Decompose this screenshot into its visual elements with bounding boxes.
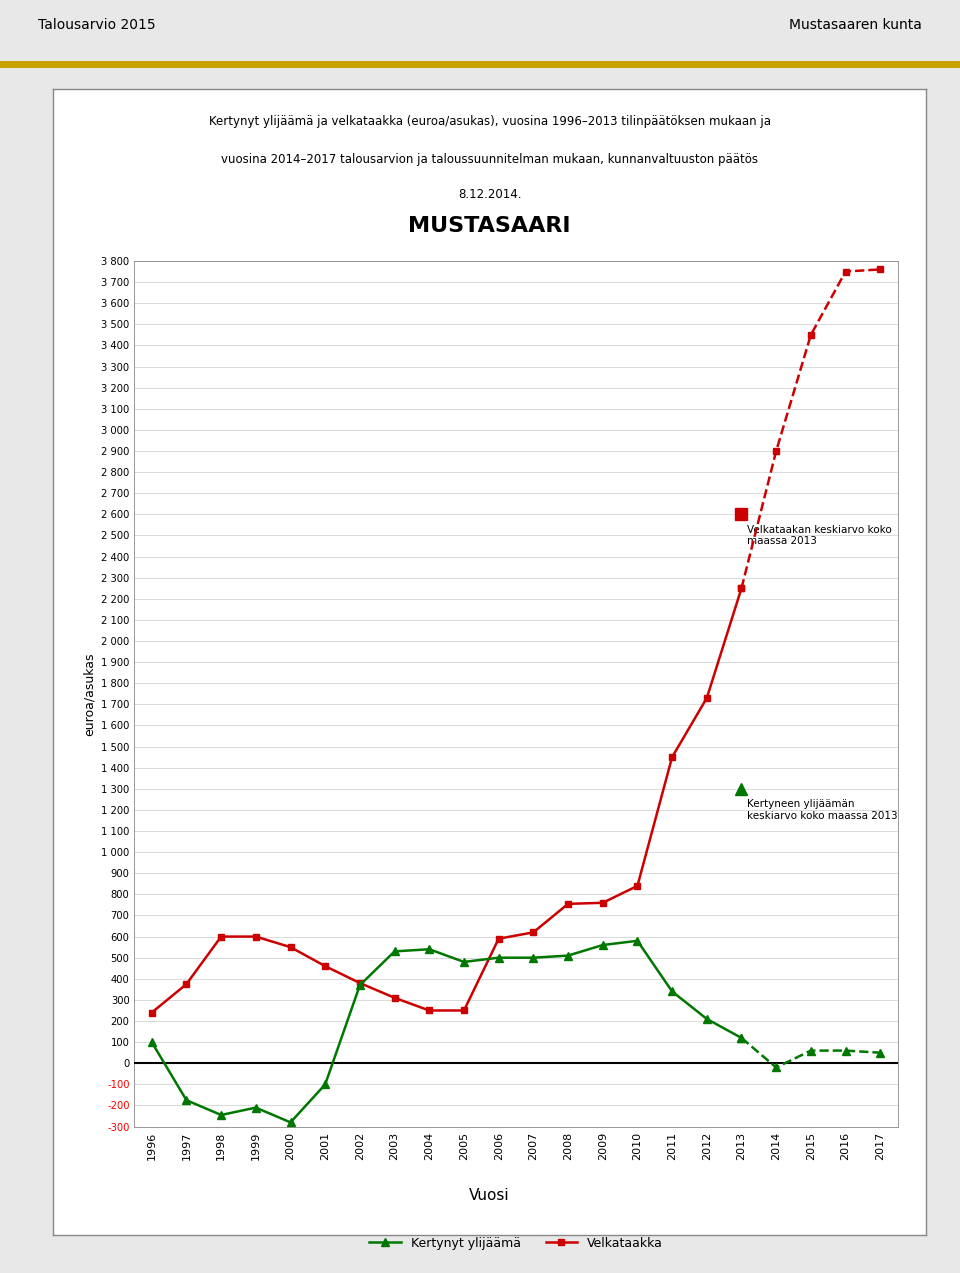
Text: 8.12.2014.: 8.12.2014. bbox=[458, 188, 521, 201]
Text: vuosina 2014–2017 talousarvion ja taloussuunnitelman mukaan, kunnanvaltuuston pä: vuosina 2014–2017 talousarvion ja talous… bbox=[221, 153, 758, 165]
Text: Kertynyt ylijäämä ja velkataakka (euroa/asukas), vuosina 1996–2013 tilinpäätökse: Kertynyt ylijäämä ja velkataakka (euroa/… bbox=[208, 115, 771, 127]
Y-axis label: euroa/asukas: euroa/asukas bbox=[83, 652, 96, 736]
Text: Vuosi: Vuosi bbox=[469, 1188, 510, 1203]
Legend: Kertynyt ylijäämä, Velkataakka: Kertynyt ylijäämä, Velkataakka bbox=[364, 1231, 668, 1254]
Text: Velkataakan keskiarvo koko
maassa 2013: Velkataakan keskiarvo koko maassa 2013 bbox=[747, 524, 892, 546]
Text: Mustasaaren kunta: Mustasaaren kunta bbox=[789, 18, 922, 32]
Text: Kertyneen ylijäämän
keskiarvo koko maassa 2013: Kertyneen ylijäämän keskiarvo koko maass… bbox=[747, 799, 898, 821]
Text: Talousarvio 2015: Talousarvio 2015 bbox=[38, 18, 156, 32]
Text: MUSTASAARI: MUSTASAARI bbox=[408, 216, 571, 237]
